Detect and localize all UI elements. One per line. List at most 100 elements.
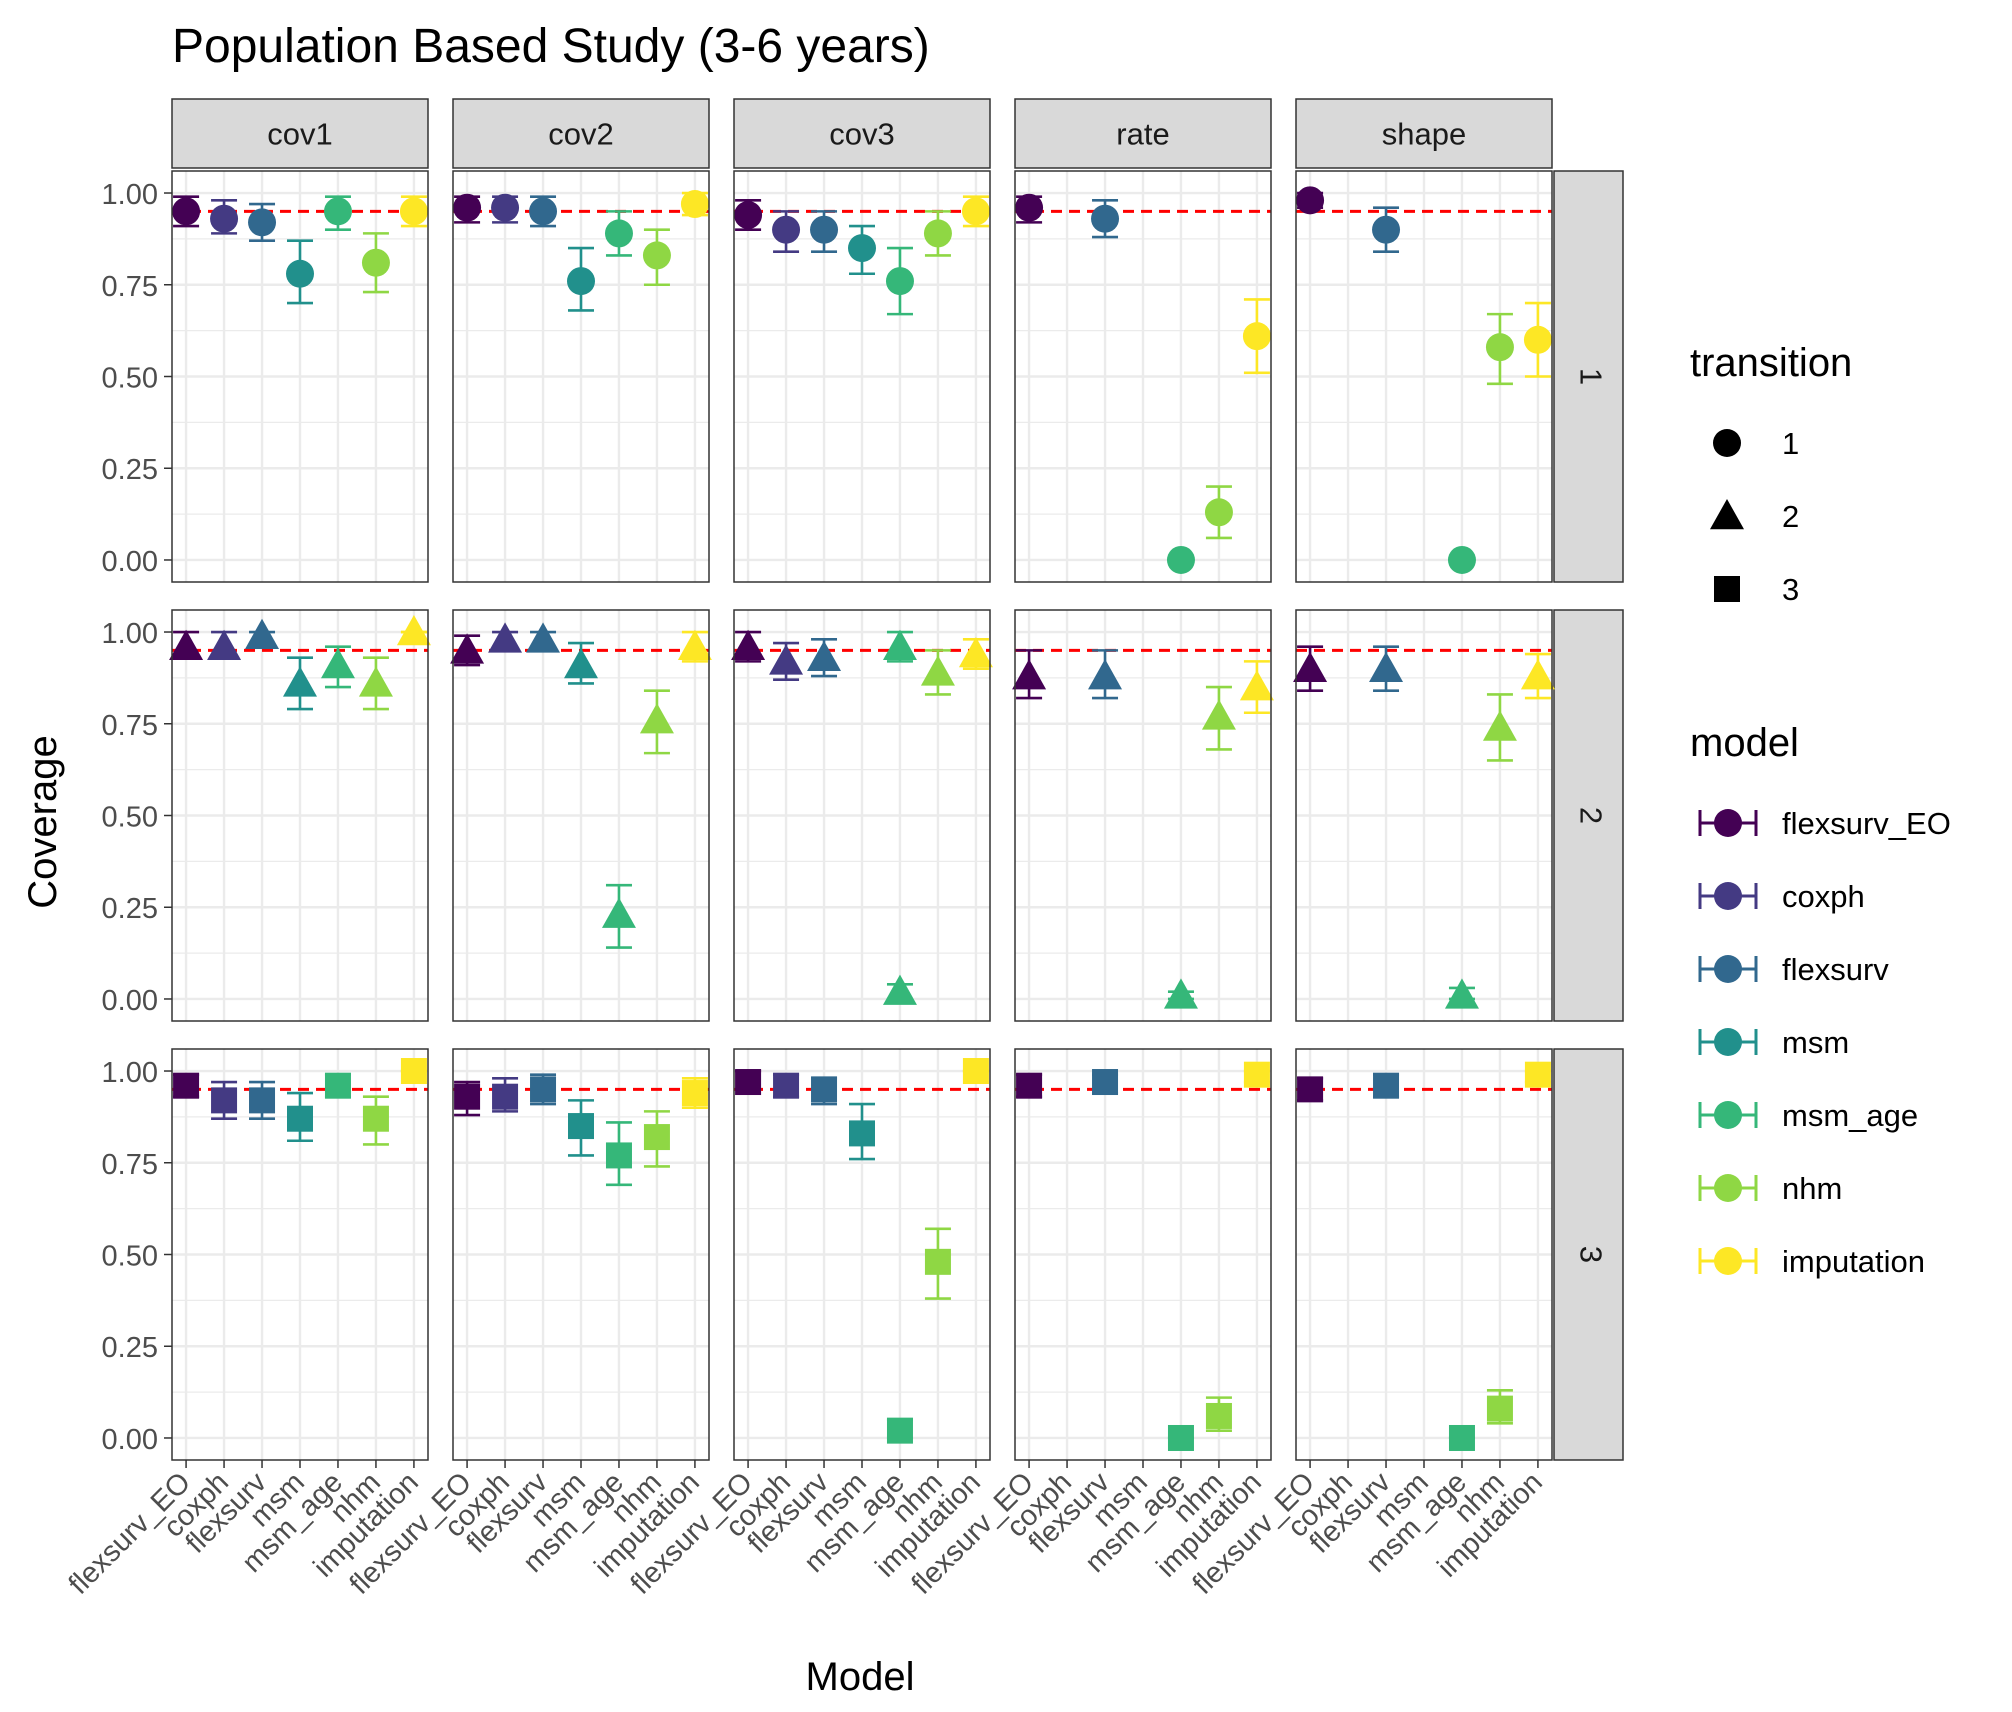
point-marker: [1520, 659, 1555, 690]
panel-3-cov3: flexsurv_EOcoxphflexsurvmsmmsm_agenhmimp…: [625, 1048, 991, 1601]
point-marker: [1486, 1395, 1513, 1422]
data-point-msm_age: [605, 1121, 632, 1187]
point-marker: [1293, 651, 1328, 682]
row-strip-label: 3: [1573, 1246, 1608, 1263]
point-marker: [399, 197, 428, 226]
point-marker: [1091, 204, 1120, 233]
point-marker: [677, 629, 712, 660]
y-tick-label: 0.50: [102, 802, 158, 834]
data-point-imputation: [962, 1058, 989, 1085]
point-marker: [1163, 978, 1198, 1009]
data-point-flexsurv: [529, 195, 558, 228]
panel-2-rate: [1012, 609, 1274, 1022]
data-point-flexsurv_EO: [454, 1080, 481, 1117]
point-marker: [169, 629, 204, 660]
data-point-msm_age: [885, 246, 914, 316]
point-marker: [1447, 545, 1476, 574]
column-strip-rate: rate: [1014, 98, 1272, 169]
data-point-flexsurv_EO: [173, 1072, 200, 1099]
legend-model-title: model: [1690, 721, 1799, 765]
point-marker: [1205, 1402, 1232, 1429]
data-point-nhm: [642, 228, 671, 287]
data-point-flexsurv: [807, 638, 842, 678]
y-tick-label: 0.25: [102, 1332, 158, 1364]
point-marker: [1524, 1061, 1551, 1088]
legend-model-swatch: [1714, 1028, 1742, 1056]
data-point-flexsurv: [245, 618, 280, 649]
data-point-nhm: [924, 1227, 951, 1300]
panel-2-cov2: [450, 609, 712, 1022]
point-marker: [283, 666, 317, 697]
data-point-msm_age: [1444, 978, 1479, 1009]
data-point-flexsurv: [248, 202, 277, 243]
point-marker: [1444, 978, 1479, 1009]
data-point-flexsurv: [530, 1073, 557, 1106]
row-strip-1: 1: [1553, 170, 1624, 583]
data-point-msm_age: [324, 1072, 351, 1099]
legend-model-item-coxph: coxph: [1698, 879, 1865, 914]
legend-model-swatch: [1714, 1101, 1742, 1129]
legend-model-item-flexsurv_EO: flexsurv_EO: [1698, 806, 1951, 841]
point-marker: [601, 897, 636, 928]
point-marker: [1015, 193, 1044, 222]
point-marker: [526, 622, 561, 653]
data-point-nhm: [643, 1110, 670, 1168]
data-point-imputation: [958, 637, 993, 671]
legend-model-label: flexsurv_EO: [1782, 806, 1951, 841]
point-marker: [1485, 333, 1514, 362]
point-marker: [323, 197, 352, 226]
column-strip-label: cov1: [267, 117, 332, 152]
point-marker: [564, 648, 598, 679]
data-point-coxph: [769, 641, 804, 682]
data-point-msm_age: [886, 1417, 913, 1444]
column-strip-bg: [171, 98, 429, 169]
data-point-msm_age: [882, 974, 917, 1005]
data-point-flexsurv_EO: [453, 193, 482, 224]
data-point-coxph: [211, 1080, 238, 1121]
point-marker: [920, 655, 955, 686]
data-point-msm_age: [1448, 1424, 1475, 1451]
data-point-msm: [564, 641, 598, 685]
data-point-flexsurv_EO: [734, 199, 763, 232]
panel-border: [1295, 609, 1553, 1022]
point-marker: [1296, 186, 1325, 215]
point-marker: [324, 1072, 351, 1099]
data-point-nhm: [1486, 1388, 1513, 1425]
legend-model-swatch: [1714, 1174, 1742, 1202]
point-marker: [680, 190, 709, 219]
legend-model-item-imputation: imputation: [1698, 1244, 1925, 1279]
point-marker: [450, 633, 485, 664]
data-point-msm: [849, 1102, 875, 1161]
point-marker: [772, 215, 801, 244]
point-marker: [1713, 429, 1741, 457]
chart-title: Population Based Study (3-6 years): [172, 20, 930, 73]
point-marker: [362, 1105, 389, 1132]
column-strip-shape: shape: [1295, 98, 1553, 169]
data-point-msm: [287, 1091, 313, 1143]
point-marker: [210, 204, 239, 233]
data-point-nhm: [920, 649, 955, 696]
legend-transition-item-3: 3: [1714, 572, 1799, 607]
data-point-msm: [286, 239, 314, 305]
data-point-imputation: [961, 195, 990, 228]
panel-border: [1014, 609, 1272, 1022]
legend-model-swatch: [1714, 882, 1742, 910]
y-tick-label: 0.50: [102, 363, 158, 395]
panel-3-rate: flexsurv_EOcoxphflexsurvmsmmsm_agenhmimp…: [906, 1048, 1272, 1601]
column-strip-bg: [1295, 98, 1553, 169]
y-tick-label: 0.75: [102, 1149, 158, 1181]
data-point-flexsurv_EO: [731, 629, 766, 663]
data-point-msm_age: [601, 883, 636, 949]
data-point-imputation: [1239, 660, 1274, 715]
point-marker: [1242, 322, 1271, 351]
point-marker: [1092, 1069, 1119, 1096]
data-point-flexsurv_EO: [1293, 645, 1328, 693]
legend-transition-label: 3: [1782, 572, 1799, 607]
legend-model-label: imputation: [1782, 1244, 1925, 1279]
facet-panels: cov1 cov2 cov3 rate shape 1 2 3 0.00 0.25 0.50 0.75…: [63, 98, 1624, 1601]
point-marker: [1448, 1424, 1475, 1451]
point-marker: [882, 974, 917, 1005]
data-point-flexsurv_EO: [450, 633, 485, 667]
point-marker: [286, 259, 314, 288]
